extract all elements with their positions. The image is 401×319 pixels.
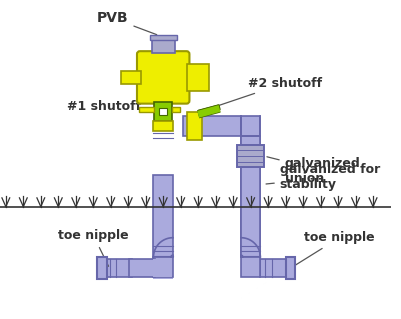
Text: #1 shutoff: #1 shutoff xyxy=(67,100,150,113)
Bar xyxy=(172,107,179,112)
Bar xyxy=(129,262,155,274)
Bar xyxy=(153,257,172,277)
Text: #2 shutoff: #2 shutoff xyxy=(206,77,321,109)
FancyBboxPatch shape xyxy=(137,51,189,104)
Text: toe nipple: toe nipple xyxy=(291,231,374,267)
Bar xyxy=(240,167,260,257)
Bar xyxy=(260,259,287,277)
Bar xyxy=(240,136,260,145)
Bar xyxy=(186,112,202,140)
Bar xyxy=(149,35,176,41)
Bar xyxy=(154,102,172,121)
Bar xyxy=(153,259,172,277)
Text: PVB: PVB xyxy=(97,11,156,35)
Bar xyxy=(97,257,107,278)
Bar xyxy=(153,121,172,131)
Bar xyxy=(139,107,154,112)
Bar xyxy=(285,257,295,278)
Bar xyxy=(237,145,263,167)
Bar xyxy=(153,257,172,278)
Bar xyxy=(240,136,260,257)
Bar xyxy=(139,53,187,102)
Text: galvanized for
stability: galvanized for stability xyxy=(265,163,379,191)
Bar xyxy=(151,40,174,53)
Bar xyxy=(121,70,140,84)
Text: galvanized
union: galvanized union xyxy=(266,157,360,185)
Bar xyxy=(105,259,132,277)
Bar xyxy=(129,259,155,277)
Bar xyxy=(240,116,260,136)
Bar xyxy=(159,108,167,115)
Bar xyxy=(240,257,260,277)
Bar xyxy=(187,64,209,91)
Bar xyxy=(182,116,240,136)
Text: toe nipple: toe nipple xyxy=(58,229,129,266)
Bar xyxy=(153,174,172,257)
Bar xyxy=(198,105,219,115)
